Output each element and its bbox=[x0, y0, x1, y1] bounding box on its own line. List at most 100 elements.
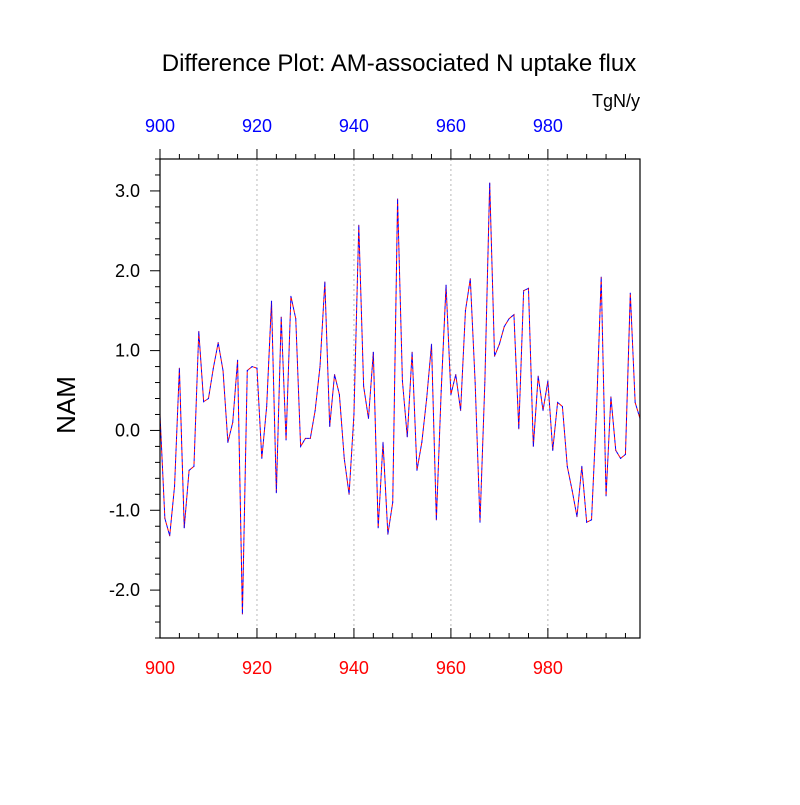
data-point bbox=[300, 445, 302, 447]
data-point bbox=[338, 393, 340, 396]
data-point bbox=[193, 465, 195, 467]
data-point bbox=[372, 351, 374, 353]
series-line-red bbox=[159, 182, 641, 615]
data-point bbox=[270, 300, 273, 302]
data-point bbox=[440, 389, 442, 392]
data-point bbox=[183, 527, 185, 529]
chart-title: Difference Plot: AM-associated N uptake … bbox=[162, 50, 636, 77]
data-point bbox=[590, 519, 593, 521]
data-point bbox=[532, 445, 534, 447]
data-point bbox=[421, 441, 423, 444]
data-point bbox=[600, 276, 602, 278]
data-point bbox=[464, 310, 467, 312]
data-point bbox=[212, 367, 214, 369]
data-point bbox=[387, 533, 389, 535]
data-point bbox=[319, 365, 321, 368]
data-point bbox=[479, 521, 481, 523]
x-tick-label-bottom: 960 bbox=[436, 658, 466, 678]
data-point bbox=[576, 516, 578, 518]
data-point bbox=[445, 284, 447, 286]
data-point bbox=[605, 495, 607, 497]
data-point bbox=[411, 351, 413, 353]
data-point bbox=[610, 396, 612, 398]
data-point bbox=[164, 517, 166, 519]
data-point bbox=[377, 527, 379, 529]
y-tick-label: 3.0 bbox=[115, 181, 140, 201]
series-line-blue bbox=[159, 182, 641, 615]
data-point bbox=[261, 457, 263, 459]
x-tick-label-top: 960 bbox=[436, 116, 466, 136]
data-point bbox=[571, 489, 573, 491]
grid-lines bbox=[256, 159, 549, 638]
data-point bbox=[246, 369, 248, 372]
data-point bbox=[382, 441, 384, 444]
data-point bbox=[348, 493, 350, 495]
data-point bbox=[227, 441, 229, 444]
data-point bbox=[552, 449, 554, 451]
y-tick-label: 0.0 bbox=[115, 420, 140, 440]
data-point bbox=[178, 367, 180, 369]
x-tick-label-bottom: 920 bbox=[242, 658, 272, 678]
data-point bbox=[256, 367, 258, 369]
data-point bbox=[203, 401, 205, 403]
data-point bbox=[251, 365, 253, 368]
data-point bbox=[615, 449, 617, 451]
data-point bbox=[518, 428, 520, 430]
y-tick-label: -1.0 bbox=[109, 500, 140, 520]
data-point bbox=[426, 397, 428, 400]
y-tick-label: 2.0 bbox=[115, 261, 140, 281]
data-point bbox=[232, 421, 234, 424]
data-point bbox=[435, 519, 437, 521]
data-point bbox=[329, 425, 331, 428]
data-point bbox=[513, 314, 515, 316]
data-point bbox=[314, 409, 316, 412]
data-point bbox=[290, 295, 292, 297]
data-point bbox=[309, 437, 311, 440]
data-point bbox=[455, 373, 457, 376]
x-tick-label-bottom: 940 bbox=[339, 658, 369, 678]
data-point bbox=[188, 469, 190, 471]
data-point bbox=[474, 381, 476, 384]
data-point bbox=[266, 405, 268, 408]
data-point bbox=[198, 330, 200, 333]
data-point bbox=[566, 465, 568, 467]
data-point bbox=[207, 397, 210, 400]
data-point bbox=[634, 401, 636, 404]
y-tick-label: 1.0 bbox=[115, 341, 140, 361]
data-point bbox=[363, 385, 365, 388]
data-point bbox=[527, 287, 530, 289]
x-tick-label-bottom: 900 bbox=[145, 658, 175, 678]
x-tick-label-top: 940 bbox=[339, 116, 369, 136]
data-point bbox=[285, 439, 287, 441]
data-point bbox=[581, 465, 583, 467]
data-point bbox=[304, 437, 307, 440]
data-point bbox=[173, 485, 176, 487]
data-point bbox=[353, 413, 355, 416]
data-point bbox=[275, 492, 277, 494]
x-tick-label-top: 980 bbox=[533, 116, 563, 136]
data-point bbox=[333, 373, 336, 376]
data-point bbox=[358, 224, 360, 226]
data-point bbox=[508, 318, 510, 320]
data-point bbox=[624, 453, 627, 455]
series-layer bbox=[159, 182, 641, 615]
data-point bbox=[280, 316, 282, 318]
data-point bbox=[324, 281, 326, 283]
data-point bbox=[367, 417, 370, 420]
data-point bbox=[586, 521, 588, 523]
x-tick-label-bottom: 980 bbox=[533, 658, 563, 678]
data-point bbox=[343, 457, 345, 459]
data-point bbox=[469, 278, 471, 280]
data-point bbox=[561, 405, 564, 408]
data-point bbox=[537, 375, 539, 377]
data-point bbox=[236, 359, 239, 361]
data-point bbox=[169, 535, 171, 537]
data-point bbox=[401, 380, 404, 382]
units-label: TgN/y bbox=[592, 91, 640, 111]
y-tick-label: -2.0 bbox=[109, 580, 140, 600]
data-point bbox=[217, 342, 219, 344]
data-point bbox=[503, 326, 505, 328]
data-point bbox=[430, 343, 433, 345]
data-point bbox=[416, 469, 418, 471]
